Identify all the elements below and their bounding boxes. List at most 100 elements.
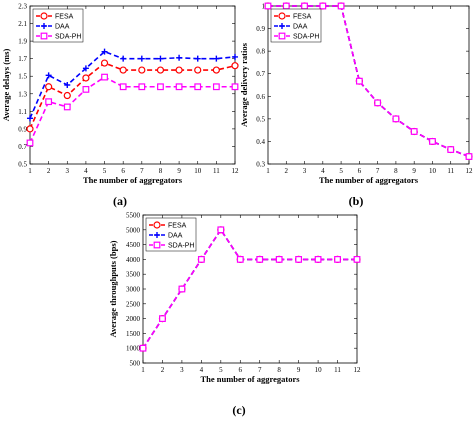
chart-1-xtick-label-1: 2 bbox=[285, 167, 289, 175]
chart-2-series-2-point-1 bbox=[159, 315, 166, 322]
chart-0-series-0-point-7 bbox=[156, 66, 165, 74]
chart-0-xtick-label-5: 6 bbox=[121, 167, 125, 175]
chart-1-series-1-point-legend bbox=[279, 23, 285, 29]
chart-0-series-1-point-8 bbox=[176, 54, 183, 61]
chart-1-xtick-label-8: 9 bbox=[412, 167, 416, 175]
chart-0-series-0-point-legend bbox=[40, 12, 48, 20]
chart-0-xtick-label-6: 7 bbox=[140, 167, 144, 175]
chart-2-series-2-point-8 bbox=[295, 256, 303, 263]
chart-0-series-1-point-10 bbox=[213, 55, 220, 62]
chart-2-series-1-point-legend bbox=[154, 232, 160, 238]
chart-2-xtick-label-1: 2 bbox=[161, 366, 165, 374]
chart-0-series-2-point-1 bbox=[45, 98, 53, 106]
chart-0-series-1-point-7 bbox=[157, 55, 164, 62]
chart-2-xtick-label-7: 8 bbox=[277, 366, 281, 374]
chart-0-ytick-label-2: 0.9 bbox=[18, 125, 27, 133]
chart-2: 1 2 3 4 5 6 7 8 9 10 11 125001000150020002500300035… bbox=[108, 212, 361, 418]
chart-1-ylabel: Average delivery ratios bbox=[239, 42, 249, 127]
chart-1-ytick-label-0: 0.3 bbox=[256, 161, 265, 169]
chart-0-series-0-point-5 bbox=[119, 66, 127, 74]
chart-0-series-0-point-6 bbox=[138, 66, 146, 74]
chart-2-ytick-label-7: 4000 bbox=[126, 256, 141, 264]
chart-1-xtick-label-6: 7 bbox=[376, 167, 380, 175]
chart-0-series-2-point-4 bbox=[101, 73, 108, 81]
chart-2-series-2-point-7 bbox=[275, 256, 283, 263]
chart-0-series-1-point-11 bbox=[232, 53, 238, 60]
chart-1-xlabel: The number of aggregators bbox=[319, 175, 419, 185]
chart-2-series-2-point-0 bbox=[139, 344, 147, 352]
chart-0-series-2-point-2 bbox=[63, 103, 71, 111]
chart-0-xtick-label-0: 1 bbox=[28, 167, 32, 175]
chart-0-series-0-point-4 bbox=[100, 59, 109, 67]
chart-1-series-2-point-3 bbox=[319, 2, 327, 10]
chart-0-ytick-label-0: 0.5 bbox=[18, 161, 27, 169]
chart-1-xtick-label-7: 8 bbox=[394, 167, 398, 175]
chart-1-series-2-point-2 bbox=[301, 2, 308, 10]
chart-2-ytick-label-6: 3500 bbox=[126, 271, 141, 279]
chart-2-xtick-label-2: 3 bbox=[180, 366, 184, 374]
chart-0-series-2-point-7 bbox=[157, 83, 164, 91]
chart-2-ytick-label-2: 1500 bbox=[126, 330, 141, 338]
chart-0-series-2-point-3 bbox=[82, 85, 90, 93]
chart-1-series-2-point-4 bbox=[337, 2, 345, 10]
chart-1-ytick-label-4: 0.7 bbox=[256, 70, 265, 78]
chart-2-panel-label: (c) bbox=[232, 403, 245, 417]
chart-0-series-2-point-11 bbox=[231, 83, 239, 91]
chart-2-series-2-point-4 bbox=[217, 226, 225, 234]
chart-2-xtick-label-10: 11 bbox=[334, 366, 341, 374]
chart-0-ylabel: Average delays (ms) bbox=[1, 49, 11, 122]
chart-1-series-2-point-10 bbox=[447, 146, 455, 153]
chart-0-legend: FESA DAA SDA-PH bbox=[32, 8, 84, 43]
chart-0-xtick-label-2: 3 bbox=[66, 167, 70, 175]
chart-1-xtick-label-5: 6 bbox=[358, 167, 362, 175]
chart-1-ytick-label-2: 0.5 bbox=[256, 115, 265, 123]
chart-0-xtick-label-4: 5 bbox=[103, 167, 107, 175]
chart-2-series-2-point-6 bbox=[256, 256, 264, 263]
chart-2-xtick-label-9: 10 bbox=[315, 366, 323, 374]
chart-1-legend-label-0: FESA bbox=[293, 14, 312, 21]
chart-2-legend: FESA DAA SDA-PH bbox=[145, 217, 197, 252]
chart-0-legend-label-0: FESA bbox=[55, 14, 74, 21]
chart-0-series-0-line bbox=[29, 62, 236, 130]
chart-0-series-2-point-5 bbox=[119, 83, 127, 91]
chart-1-xtick-label-11: 12 bbox=[466, 167, 474, 175]
chart-2-ytick-label-10: 5500 bbox=[126, 212, 141, 220]
chart-1-legend: FESA DAA SDA-PH bbox=[270, 8, 322, 43]
chart-0-series-1-point-4 bbox=[101, 48, 108, 55]
chart-0-xtick-label-3: 4 bbox=[84, 167, 88, 175]
chart-0-ytick-label-6: 1.7 bbox=[18, 55, 27, 63]
chart-2-ytick-label-0: 500 bbox=[130, 360, 141, 368]
chart-0-ytick-label-5: 1.5 bbox=[18, 73, 27, 81]
chart-1-xtick-label-3: 4 bbox=[321, 167, 325, 175]
chart-2-ytick-label-8: 4500 bbox=[126, 241, 141, 249]
chart-2-ytick-label-4: 2500 bbox=[126, 300, 141, 308]
chart-0-series-1-point-2 bbox=[64, 82, 71, 88]
chart-2-xtick-label-0: 1 bbox=[141, 366, 145, 374]
chart-2-xtick-label-3: 4 bbox=[200, 366, 204, 374]
chart-2-xtick-label-11: 12 bbox=[354, 366, 362, 374]
chart-2-ytick-label-9: 5000 bbox=[126, 226, 141, 234]
chart-2-series-2-point-3 bbox=[197, 256, 205, 263]
chart-1-series-2-point-legend bbox=[278, 32, 286, 40]
chart-2-legend-label-2: SDA-PH bbox=[168, 243, 194, 250]
chart-0-xlabel: The number of aggregators bbox=[83, 175, 183, 185]
chart-0-series-0-point-2 bbox=[63, 91, 71, 100]
chart-1-ytick-label-7: 1 bbox=[262, 3, 266, 11]
chart-0: 1 2 3 4 5 6 7 8 9 10 11 120.50.70.91.11.31.51.71.92… bbox=[1, 3, 239, 209]
chart-0-legend-label-2: SDA-PH bbox=[55, 34, 81, 41]
chart-2-ylabel: Average throughputs (bps) bbox=[108, 240, 118, 337]
chart-1-legend-label-1: DAA bbox=[293, 24, 308, 31]
chart-1-series-2-point-7 bbox=[392, 115, 400, 123]
chart-0-series-2-point-6 bbox=[138, 83, 146, 91]
chart-2-series-2-point-legend bbox=[153, 241, 161, 249]
chart-2-ytick-label-1: 1000 bbox=[126, 345, 141, 353]
chart-1-xtick-label-9: 10 bbox=[429, 167, 437, 175]
chart-1-ytick-label-3: 0.6 bbox=[256, 93, 265, 101]
chart-0-series-2-point-9 bbox=[194, 83, 202, 91]
chart-0-ytick-label-4: 1.3 bbox=[18, 90, 27, 98]
chart-0-series-2-point-10 bbox=[212, 83, 220, 91]
chart-0-ytick-label-3: 1.1 bbox=[18, 108, 27, 116]
chart-0-series-0-point-9 bbox=[194, 66, 202, 74]
chart-2-series-2-point-11 bbox=[353, 256, 361, 263]
